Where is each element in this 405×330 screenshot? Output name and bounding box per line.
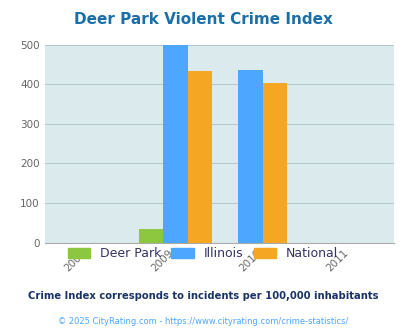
Legend: Deer Park, Illinois, National: Deer Park, Illinois, National bbox=[65, 245, 340, 263]
Text: Deer Park Violent Crime Index: Deer Park Violent Crime Index bbox=[73, 12, 332, 26]
Text: © 2025 CityRating.com - https://www.cityrating.com/crime-statistics/: © 2025 CityRating.com - https://www.city… bbox=[58, 317, 347, 326]
Text: Crime Index corresponds to incidents per 100,000 inhabitants: Crime Index corresponds to incidents per… bbox=[28, 291, 377, 301]
Bar bbox=[139, 229, 163, 243]
Bar bbox=[238, 70, 262, 243]
Bar bbox=[262, 82, 287, 243]
Bar bbox=[188, 72, 212, 243]
Bar bbox=[163, 45, 188, 243]
